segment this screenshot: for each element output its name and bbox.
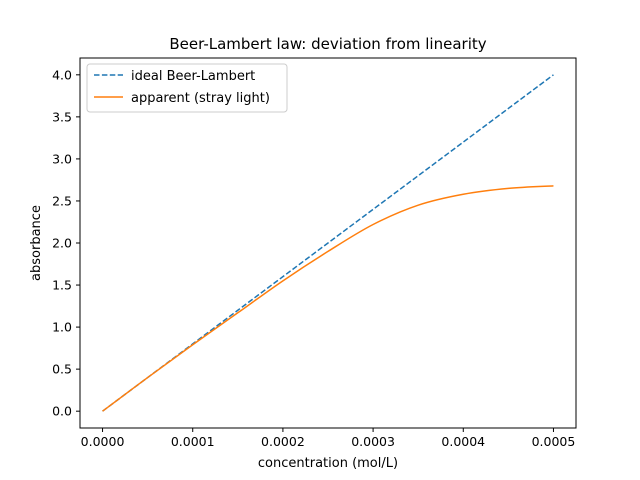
series-line-1: [102, 185, 554, 412]
x-axis-label: concentration (mol/L): [258, 456, 398, 471]
x-tick-label: 0.0004: [441, 434, 485, 449]
legend-box: [86, 63, 288, 113]
y-tick-label: 3.0: [52, 151, 72, 166]
y-tick-label: 1.0: [52, 320, 72, 335]
y-tick-label: 3.5: [52, 109, 72, 124]
legend: ideal Beer-Lambert apparent (stray light…: [86, 63, 288, 113]
x-tick-label: 0.0000: [81, 434, 125, 449]
y-tick-label: 2.0: [52, 236, 72, 251]
x-axis-ticks: 0.0000 0.0001 0.0002 0.0003 0.0004 0.0005: [81, 428, 576, 449]
y-tick-label: 0.0: [52, 404, 72, 419]
series-layer: [102, 74, 554, 412]
y-tick-label: 1.5: [52, 278, 72, 293]
y-tick-label: 2.5: [52, 193, 72, 208]
y-axis-label: absorbance: [29, 205, 44, 281]
legend-label-apparent: apparent (stray light): [131, 91, 270, 106]
chart-title: Beer-Lambert law: deviation from lineari…: [169, 35, 486, 53]
y-tick-label: 0.5: [52, 362, 72, 377]
y-tick-label: 4.0: [52, 67, 72, 82]
x-tick-label: 0.0005: [532, 434, 576, 449]
x-tick-label: 0.0003: [351, 434, 395, 449]
y-axis-ticks: 0.0 0.5 1.0 1.5 2.0 2.5 3.0 3.5 4.0: [52, 67, 80, 419]
x-tick-label: 0.0001: [171, 434, 215, 449]
x-tick-label: 0.0002: [261, 434, 305, 449]
legend-label-ideal: ideal Beer-Lambert: [131, 69, 255, 84]
